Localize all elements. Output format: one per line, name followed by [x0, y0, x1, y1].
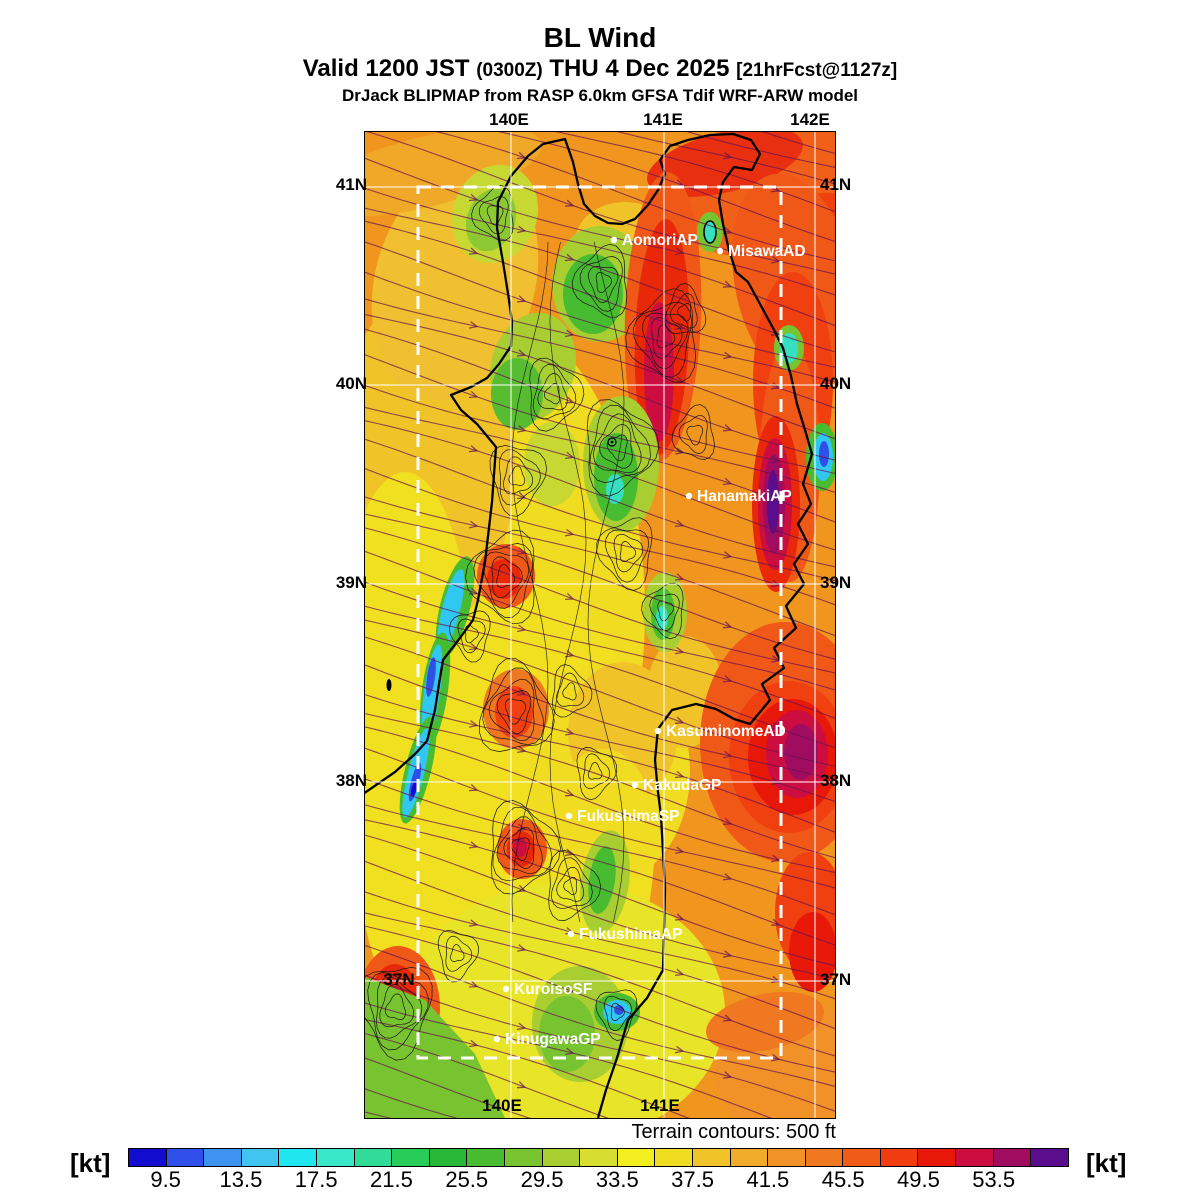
lon-label-bottom: 140E — [482, 1096, 522, 1115]
colorbar-cell — [692, 1149, 731, 1166]
station-dot-icon — [610, 236, 618, 244]
station-marker: KakudaGP — [631, 777, 721, 794]
valid-zulu-time: (0300Z) — [476, 60, 543, 81]
station-label: FukushimaSP — [577, 808, 680, 825]
colorbar-tick-label: 25.5 — [445, 1167, 489, 1192]
colorbar-cell — [166, 1149, 205, 1166]
lon-label-top: 142E — [790, 110, 830, 129]
colorbar-cell — [956, 1149, 994, 1166]
colorbar-tick-label: 21.5 — [370, 1167, 413, 1192]
colorbar-cell — [279, 1149, 317, 1166]
lon-label-top: 141E — [643, 110, 683, 129]
colorbar — [128, 1148, 1069, 1167]
colorbar-cell — [392, 1149, 430, 1166]
colorbar-cell — [241, 1149, 280, 1166]
colorbar-cell — [918, 1149, 957, 1166]
valid-date: THU 4 Dec 2025 — [549, 55, 730, 82]
lon-label-bottom: 141E — [640, 1096, 680, 1115]
lat-label-left: 41N — [335, 175, 367, 194]
lat-label-right: 40N — [820, 374, 852, 393]
colorbar-cell — [768, 1149, 806, 1166]
colorbar-tick-label: 17.5 — [294, 1167, 338, 1192]
colorbar-cell — [580, 1149, 618, 1166]
station-label: AomoriAP — [622, 232, 698, 249]
colorbar-cell — [504, 1149, 543, 1166]
colorbar-cell — [542, 1149, 581, 1166]
colorbar-cell — [730, 1149, 769, 1166]
lon-label-top: 140E — [489, 110, 529, 129]
forecast-tag: [21hrFcst@1127z] — [736, 60, 898, 81]
station-label: MisawaAD — [728, 243, 806, 260]
lat-label-left: 39N — [335, 573, 367, 592]
colorbar-tick-label: 45.5 — [821, 1167, 865, 1192]
colorbar-cell — [467, 1149, 505, 1166]
map-frame: AomoriAP MisawaAD HanamakiAP KasuminomeAD Ka… — [364, 131, 836, 1119]
colorbar-cell — [843, 1149, 881, 1166]
station-marker: MisawaAD — [716, 243, 806, 260]
colorbar-cell — [993, 1149, 1032, 1166]
station-label: FukushimaAP — [579, 926, 682, 943]
colorbar-cell — [617, 1149, 656, 1166]
stations: AomoriAP MisawaAD HanamakiAP KasuminomeAD Ka… — [493, 232, 806, 1048]
colorbar-cell — [316, 1149, 355, 1166]
station-marker: FukushimaAP — [567, 926, 682, 943]
station-dot-icon — [565, 812, 573, 820]
lat-label-left: 38N — [335, 771, 367, 790]
station-marker: AomoriAP — [610, 232, 698, 249]
station-label: KuroisoSF — [514, 981, 592, 998]
station-label: HanamakiAP — [697, 488, 792, 505]
colorbar-cell — [805, 1149, 844, 1166]
lat-label-right: 37N — [820, 970, 852, 989]
colorbar-cell — [129, 1149, 167, 1166]
colorbar-unit-right: [kt] — [1086, 1148, 1127, 1178]
graticule — [365, 132, 835, 1118]
colorbar-tick-label: 37.5 — [671, 1167, 715, 1192]
station-label: KasuminomeAD — [666, 723, 786, 740]
station-dot-icon — [567, 930, 575, 938]
chart-title: BL Wind — [543, 22, 657, 53]
terrain-note: Terrain contours: 500 ft — [631, 1121, 836, 1143]
station-dot-icon — [493, 1035, 501, 1043]
colorbar-tick-label: 41.5 — [746, 1167, 790, 1192]
colorbar-tick-label: 53.5 — [972, 1167, 1016, 1192]
station-marker: KasuminomeAD — [654, 723, 786, 740]
colorbar-cell — [204, 1149, 242, 1166]
colorbar-tick-label: 13.5 — [219, 1167, 263, 1192]
station-dot-icon — [685, 492, 693, 500]
station-dot-icon — [502, 985, 510, 993]
colorbar-tick-label: 29.5 — [520, 1167, 564, 1192]
station-marker: HanamakiAP — [685, 488, 792, 505]
wind-map: AomoriAP MisawaAD HanamakiAP KasuminomeAD Ka… — [365, 132, 835, 1118]
model-description: DrJack BLIPMAP from RASP 6.0km GFSA Tdif… — [341, 86, 859, 105]
lat-label-inner: 37N — [383, 970, 415, 989]
station-label: KakudaGP — [643, 777, 721, 794]
colorbar-cell — [880, 1149, 919, 1166]
colorbar-cell — [354, 1149, 393, 1166]
colorbar-tick-label: 49.5 — [897, 1167, 940, 1192]
colorbar-cell — [655, 1149, 693, 1166]
colorbar-tick-label: 33.5 — [595, 1167, 639, 1192]
station-dot-icon — [631, 781, 639, 789]
valid-time-line: Valid 1200 JST (0300Z) THU 4 Dec 2025 [2… — [0, 55, 1200, 83]
station-dot-icon — [716, 247, 724, 255]
lat-label-left: 40N — [335, 374, 367, 393]
coastline — [365, 132, 814, 1118]
station-marker: KinugawaGP — [493, 1031, 601, 1048]
station-label: KinugawaGP — [505, 1031, 601, 1048]
lat-label-right: 38N — [820, 771, 852, 790]
valid-time: Valid 1200 JST — [302, 55, 470, 82]
colorbar-unit-left: [kt] — [70, 1148, 111, 1178]
colorbar-tick-label: 9.5 — [150, 1167, 181, 1192]
station-dot-icon — [654, 727, 662, 735]
station-marker: FukushimaSP — [565, 808, 680, 825]
lat-label-right: 39N — [820, 573, 852, 592]
wind-speed-field — [365, 132, 835, 1118]
colorbar-cell — [429, 1149, 468, 1166]
colorbar-cell — [1031, 1149, 1068, 1166]
station-marker: KuroisoSF — [502, 981, 592, 998]
lat-label-right: 41N — [820, 175, 852, 194]
